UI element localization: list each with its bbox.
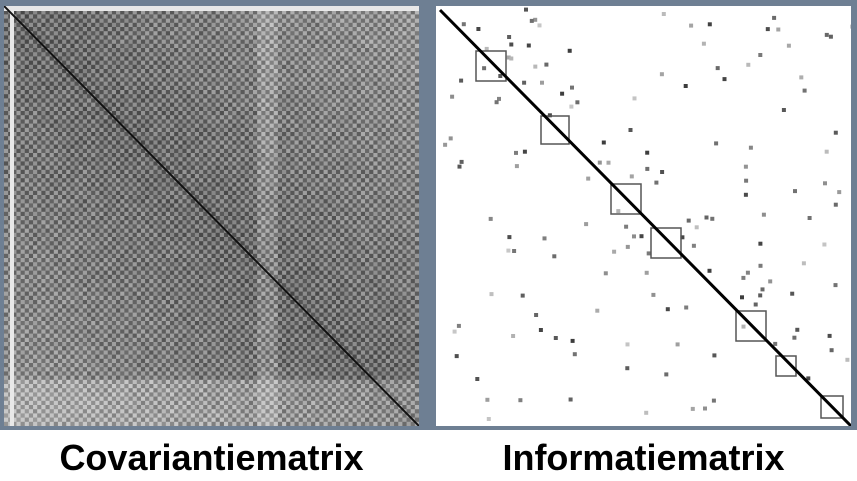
covariance-matrix-image (4, 6, 419, 426)
information-matrix-heatmap (436, 6, 851, 426)
information-matrix-caption: Informatiematrix (436, 436, 851, 480)
covariance-matrix-heatmap (4, 6, 419, 426)
information-matrix-image (436, 6, 851, 426)
matrix-frame (0, 0, 857, 430)
covariance-matrix-caption: Covariantiematrix (4, 436, 419, 480)
